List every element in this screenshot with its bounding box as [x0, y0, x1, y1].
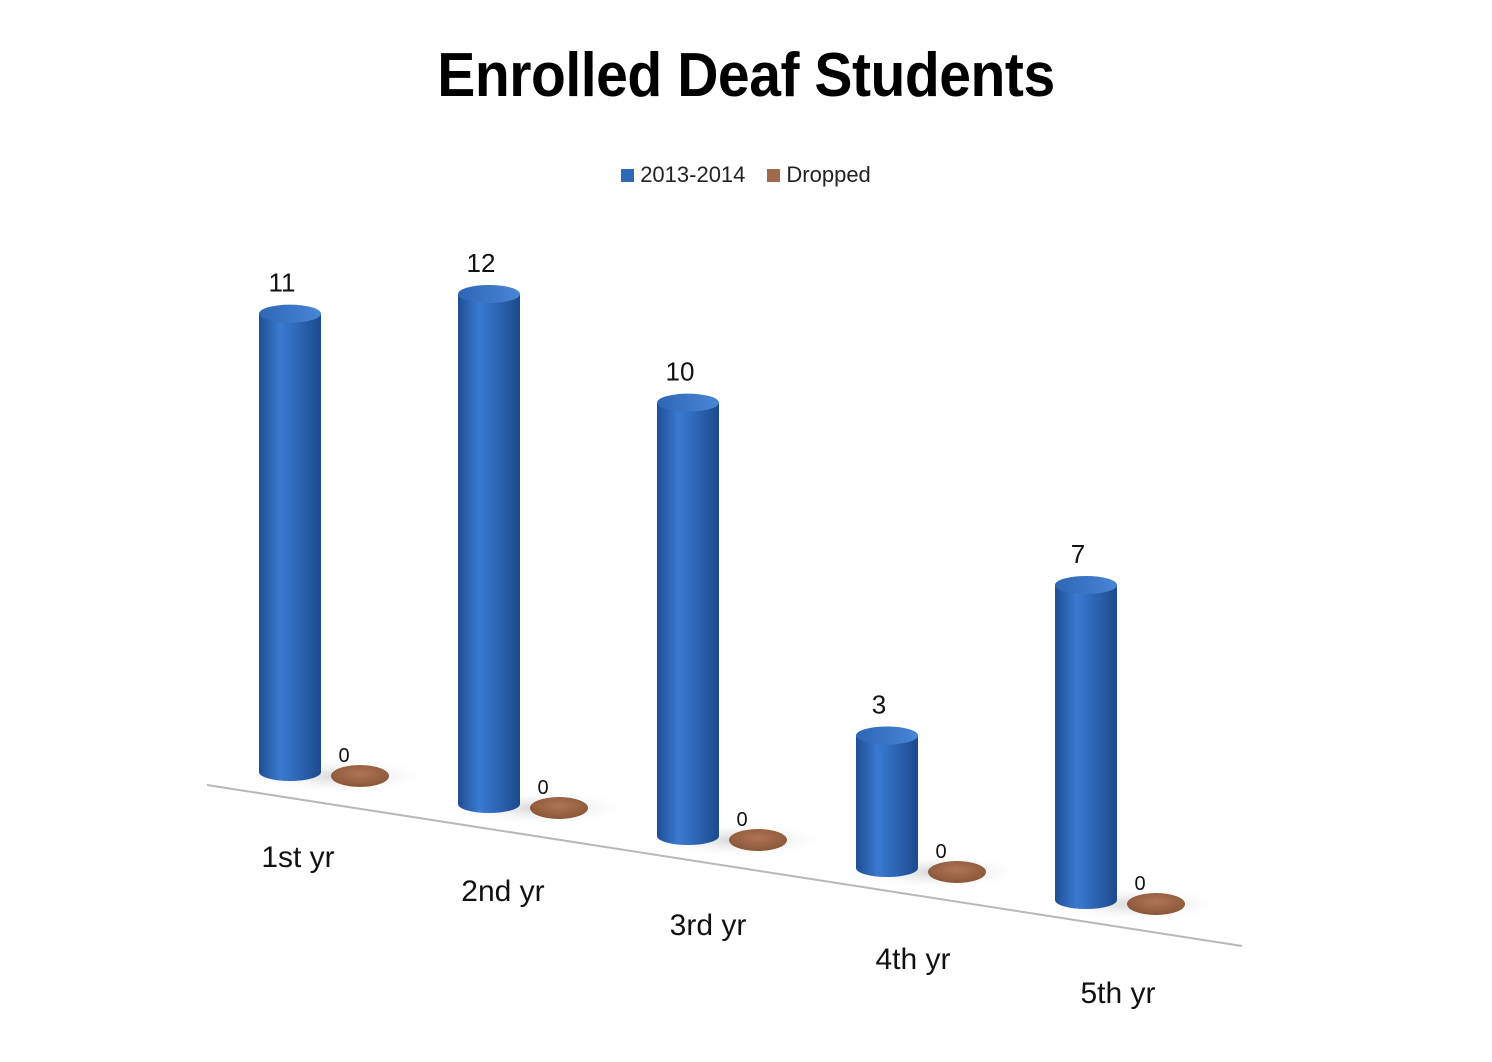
data-label-dropped-2: 0 [537, 777, 548, 799]
chart-title: Enrolled Deaf Students [437, 41, 1055, 110]
legend: 2013-2014 Dropped [0, 162, 1492, 188]
bar-dropped-5 [1127, 893, 1185, 915]
bar-2013-2014-2 [458, 294, 520, 813]
bar-top-2013-2014-4 [856, 726, 918, 745]
bar-dropped-1 [331, 765, 389, 787]
category-label-1: 1st yr [261, 841, 334, 874]
data-label-dropped-3: 0 [736, 809, 747, 831]
legend-label-series-1: 2013-2014 [640, 162, 746, 187]
data-label-2013-2014-1: 11 [269, 268, 296, 298]
bar-dropped-2 [530, 797, 588, 819]
data-label-2013-2014-4: 3 [872, 690, 886, 720]
category-label-2: 2nd yr [461, 875, 544, 908]
data-label-dropped-5: 0 [1134, 873, 1145, 895]
data-label-dropped-4: 0 [935, 841, 946, 863]
bar-dropped-4 [928, 861, 986, 883]
data-label-2013-2014-3: 10 [666, 357, 695, 387]
category-label-3: 3rd yr [670, 909, 747, 942]
bar-top-2013-2014-5 [1055, 576, 1117, 594]
data-label-2013-2014-2: 12 [467, 248, 496, 278]
bar-top-2013-2014-3 [657, 393, 719, 412]
bar-2013-2014-1 [259, 313, 321, 781]
category-label-5: 5th yr [1080, 977, 1155, 1010]
legend-item-series-2: Dropped [767, 162, 871, 188]
data-label-2013-2014-5: 7 [1071, 539, 1085, 569]
data-label-dropped-1: 0 [338, 745, 349, 767]
bar-dropped-3 [729, 829, 787, 851]
bar-top-2013-2014-2 [458, 285, 520, 303]
legend-swatch-series-1 [621, 168, 635, 182]
bar-2013-2014-5 [1055, 585, 1117, 909]
category-label-4: 4th yr [875, 943, 950, 976]
legend-item-series-1: 2013-2014 [621, 162, 745, 188]
legend-label-series-2: Dropped [786, 162, 871, 187]
bar-top-2013-2014-1 [259, 304, 321, 323]
bar-2013-2014-4 [856, 735, 918, 877]
legend-swatch-series-2 [767, 168, 781, 182]
bar-2013-2014-3 [657, 402, 719, 845]
x-axis-line [206, 784, 1243, 947]
